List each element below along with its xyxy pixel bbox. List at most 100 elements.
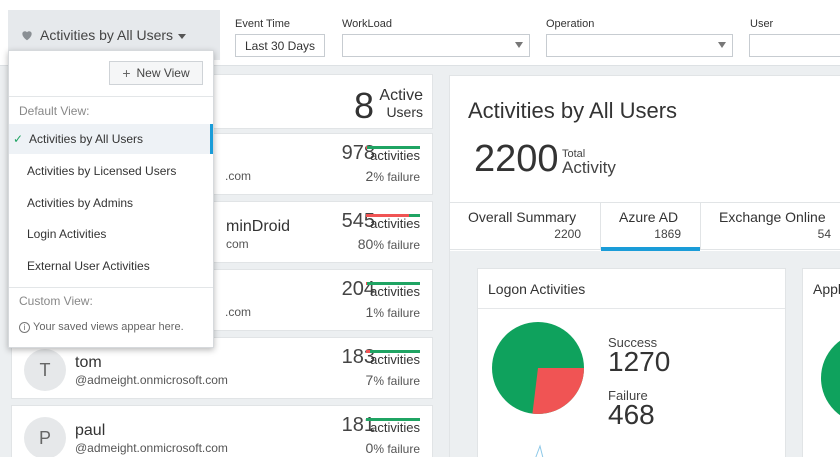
user-label: User	[750, 18, 774, 30]
total-activity-count: 2200	[474, 138, 559, 180]
menu-item-all-users[interactable]: ✓ Activities by All Users	[9, 124, 213, 154]
event-time-label: Event Time	[235, 18, 291, 30]
charts-area: Logon Activities Success 1270 Failure 46…	[450, 251, 840, 457]
event-time-value: Last 30 Days	[244, 38, 316, 53]
menu-item-label: External User Activities	[27, 259, 150, 273]
activities-label: activities	[370, 148, 420, 163]
view-dropdown-menu: + New View Default View: ✓ Activities by…	[8, 50, 214, 348]
failure-pct: 7	[365, 372, 374, 388]
failure-value: 468	[608, 399, 655, 430]
user-select[interactable]	[749, 34, 840, 57]
new-view-label: New View	[136, 66, 190, 80]
failure-label: % failure	[373, 374, 420, 388]
menu-item-label: Login Activities	[27, 227, 107, 241]
activity-detail-panel: Activities by All Users 2200 Total Activ…	[449, 75, 840, 457]
user-card[interactable]: P paul @admeight.onmicrosoft.com 181 act…	[11, 405, 433, 457]
current-view-label: Activities by All Users	[40, 27, 174, 43]
menu-item-external-users[interactable]: External User Activities	[9, 251, 213, 281]
failure-pct: 1	[365, 304, 374, 320]
failure-label: % failure	[373, 306, 420, 320]
failure-bar	[366, 146, 420, 149]
logon-pie-chart	[492, 322, 584, 457]
pie-slice-failure	[532, 368, 584, 414]
logon-card-title: Logon Activities	[478, 269, 785, 309]
failure-bar	[366, 214, 420, 217]
activities-label: activities	[370, 420, 420, 435]
success-value: 1270	[608, 346, 671, 377]
failure-bar-fill	[366, 350, 370, 353]
user-domain: @admeight.onmicrosoft.com	[75, 441, 228, 455]
custom-view-hint: i Your saved views appear here.	[19, 321, 184, 333]
tab-azure-ad[interactable]: Azure AD 1869	[601, 203, 701, 251]
activities-label: activities	[370, 284, 420, 299]
avatar: P	[24, 417, 66, 457]
failure-bar-fill	[366, 282, 367, 285]
operation-label: Operation	[546, 18, 595, 30]
custom-view-hint-text: Your saved views appear here.	[33, 321, 184, 333]
applications-card: Appl	[802, 268, 840, 457]
new-view-button[interactable]: + New View	[109, 61, 203, 85]
menu-item-label: Activities by Admins	[27, 196, 134, 210]
total-label: Total	[562, 148, 586, 160]
tab-overall-summary[interactable]: Overall Summary 2200	[450, 203, 601, 250]
applications-card-title: Appl	[813, 281, 840, 297]
failure-rate: 80% failure	[358, 236, 420, 252]
user-name: paul	[75, 422, 106, 439]
operation-select[interactable]	[546, 34, 733, 57]
failure-bar-fill	[366, 214, 410, 217]
tab-value: 54	[817, 227, 831, 241]
activity-label: Activity	[562, 158, 616, 177]
checkmark-icon: ✓	[13, 132, 24, 146]
failure-label: % failure	[373, 238, 420, 252]
page-title: Activities by All Users	[468, 98, 678, 123]
applications-pie-chart	[821, 340, 840, 416]
user-domain: .com	[225, 169, 252, 183]
chevron-down-icon	[718, 42, 726, 48]
tab-label: Overall Summary	[468, 209, 577, 225]
workload-select[interactable]	[342, 34, 530, 57]
failure-rate: 0% failure	[366, 440, 420, 456]
active-users-label-1: Active	[379, 87, 423, 104]
failure-pct: 80	[357, 236, 374, 252]
tab-label: Azure AD	[619, 209, 679, 225]
divider	[9, 287, 213, 288]
chevron-down-icon	[515, 42, 523, 48]
pie-pointer	[535, 444, 544, 457]
plus-icon: +	[122, 65, 131, 81]
tab-value: 1869	[654, 227, 681, 241]
menu-item-admins[interactable]: Activities by Admins	[9, 188, 213, 218]
pie-slice	[821, 340, 840, 416]
menu-item-label: Activities by All Users	[29, 132, 144, 146]
workload-tabs: Overall Summary 2200 Azure AD 1869 Excha…	[450, 202, 840, 251]
tab-value: 2200	[554, 227, 581, 241]
tab-exchange-online[interactable]: Exchange Online 54	[701, 203, 840, 250]
active-tab-indicator	[601, 247, 700, 251]
failure-pct: 0	[365, 440, 374, 456]
menu-item-login-activities[interactable]: Login Activities	[9, 219, 213, 249]
custom-view-heading: Custom View:	[19, 294, 93, 308]
menu-item-label: Activities by Licensed Users	[27, 164, 177, 178]
avatar: T	[24, 349, 66, 391]
failure-pct: 2	[365, 168, 374, 184]
failure-bar	[366, 350, 420, 353]
failure-rate: 7% failure	[366, 372, 420, 388]
active-users-count: 8	[353, 85, 374, 126]
active-users-label-2: Users	[386, 104, 423, 120]
menu-item-licensed-users[interactable]: Activities by Licensed Users	[9, 156, 213, 186]
failure-bar-fill	[366, 146, 368, 149]
workload-label: WorkLoad	[342, 18, 392, 30]
user-name: minDroid	[226, 218, 291, 235]
user-name: tom	[75, 354, 102, 371]
event-time-select[interactable]: Last 30 Days	[235, 34, 325, 57]
failure-label: Failure	[608, 388, 648, 403]
logon-activities-card: Logon Activities Success 1270 Failure 46…	[477, 268, 786, 457]
success-label: Success	[608, 335, 658, 350]
caret-down-icon	[178, 33, 187, 39]
info-icon: i	[19, 321, 30, 333]
failure-rate: 1% failure	[366, 304, 420, 320]
failure-bar	[366, 418, 420, 421]
divider	[9, 96, 213, 97]
failure-bar	[366, 282, 420, 285]
user-domain: com	[226, 237, 249, 251]
failure-label: % failure	[373, 442, 420, 456]
